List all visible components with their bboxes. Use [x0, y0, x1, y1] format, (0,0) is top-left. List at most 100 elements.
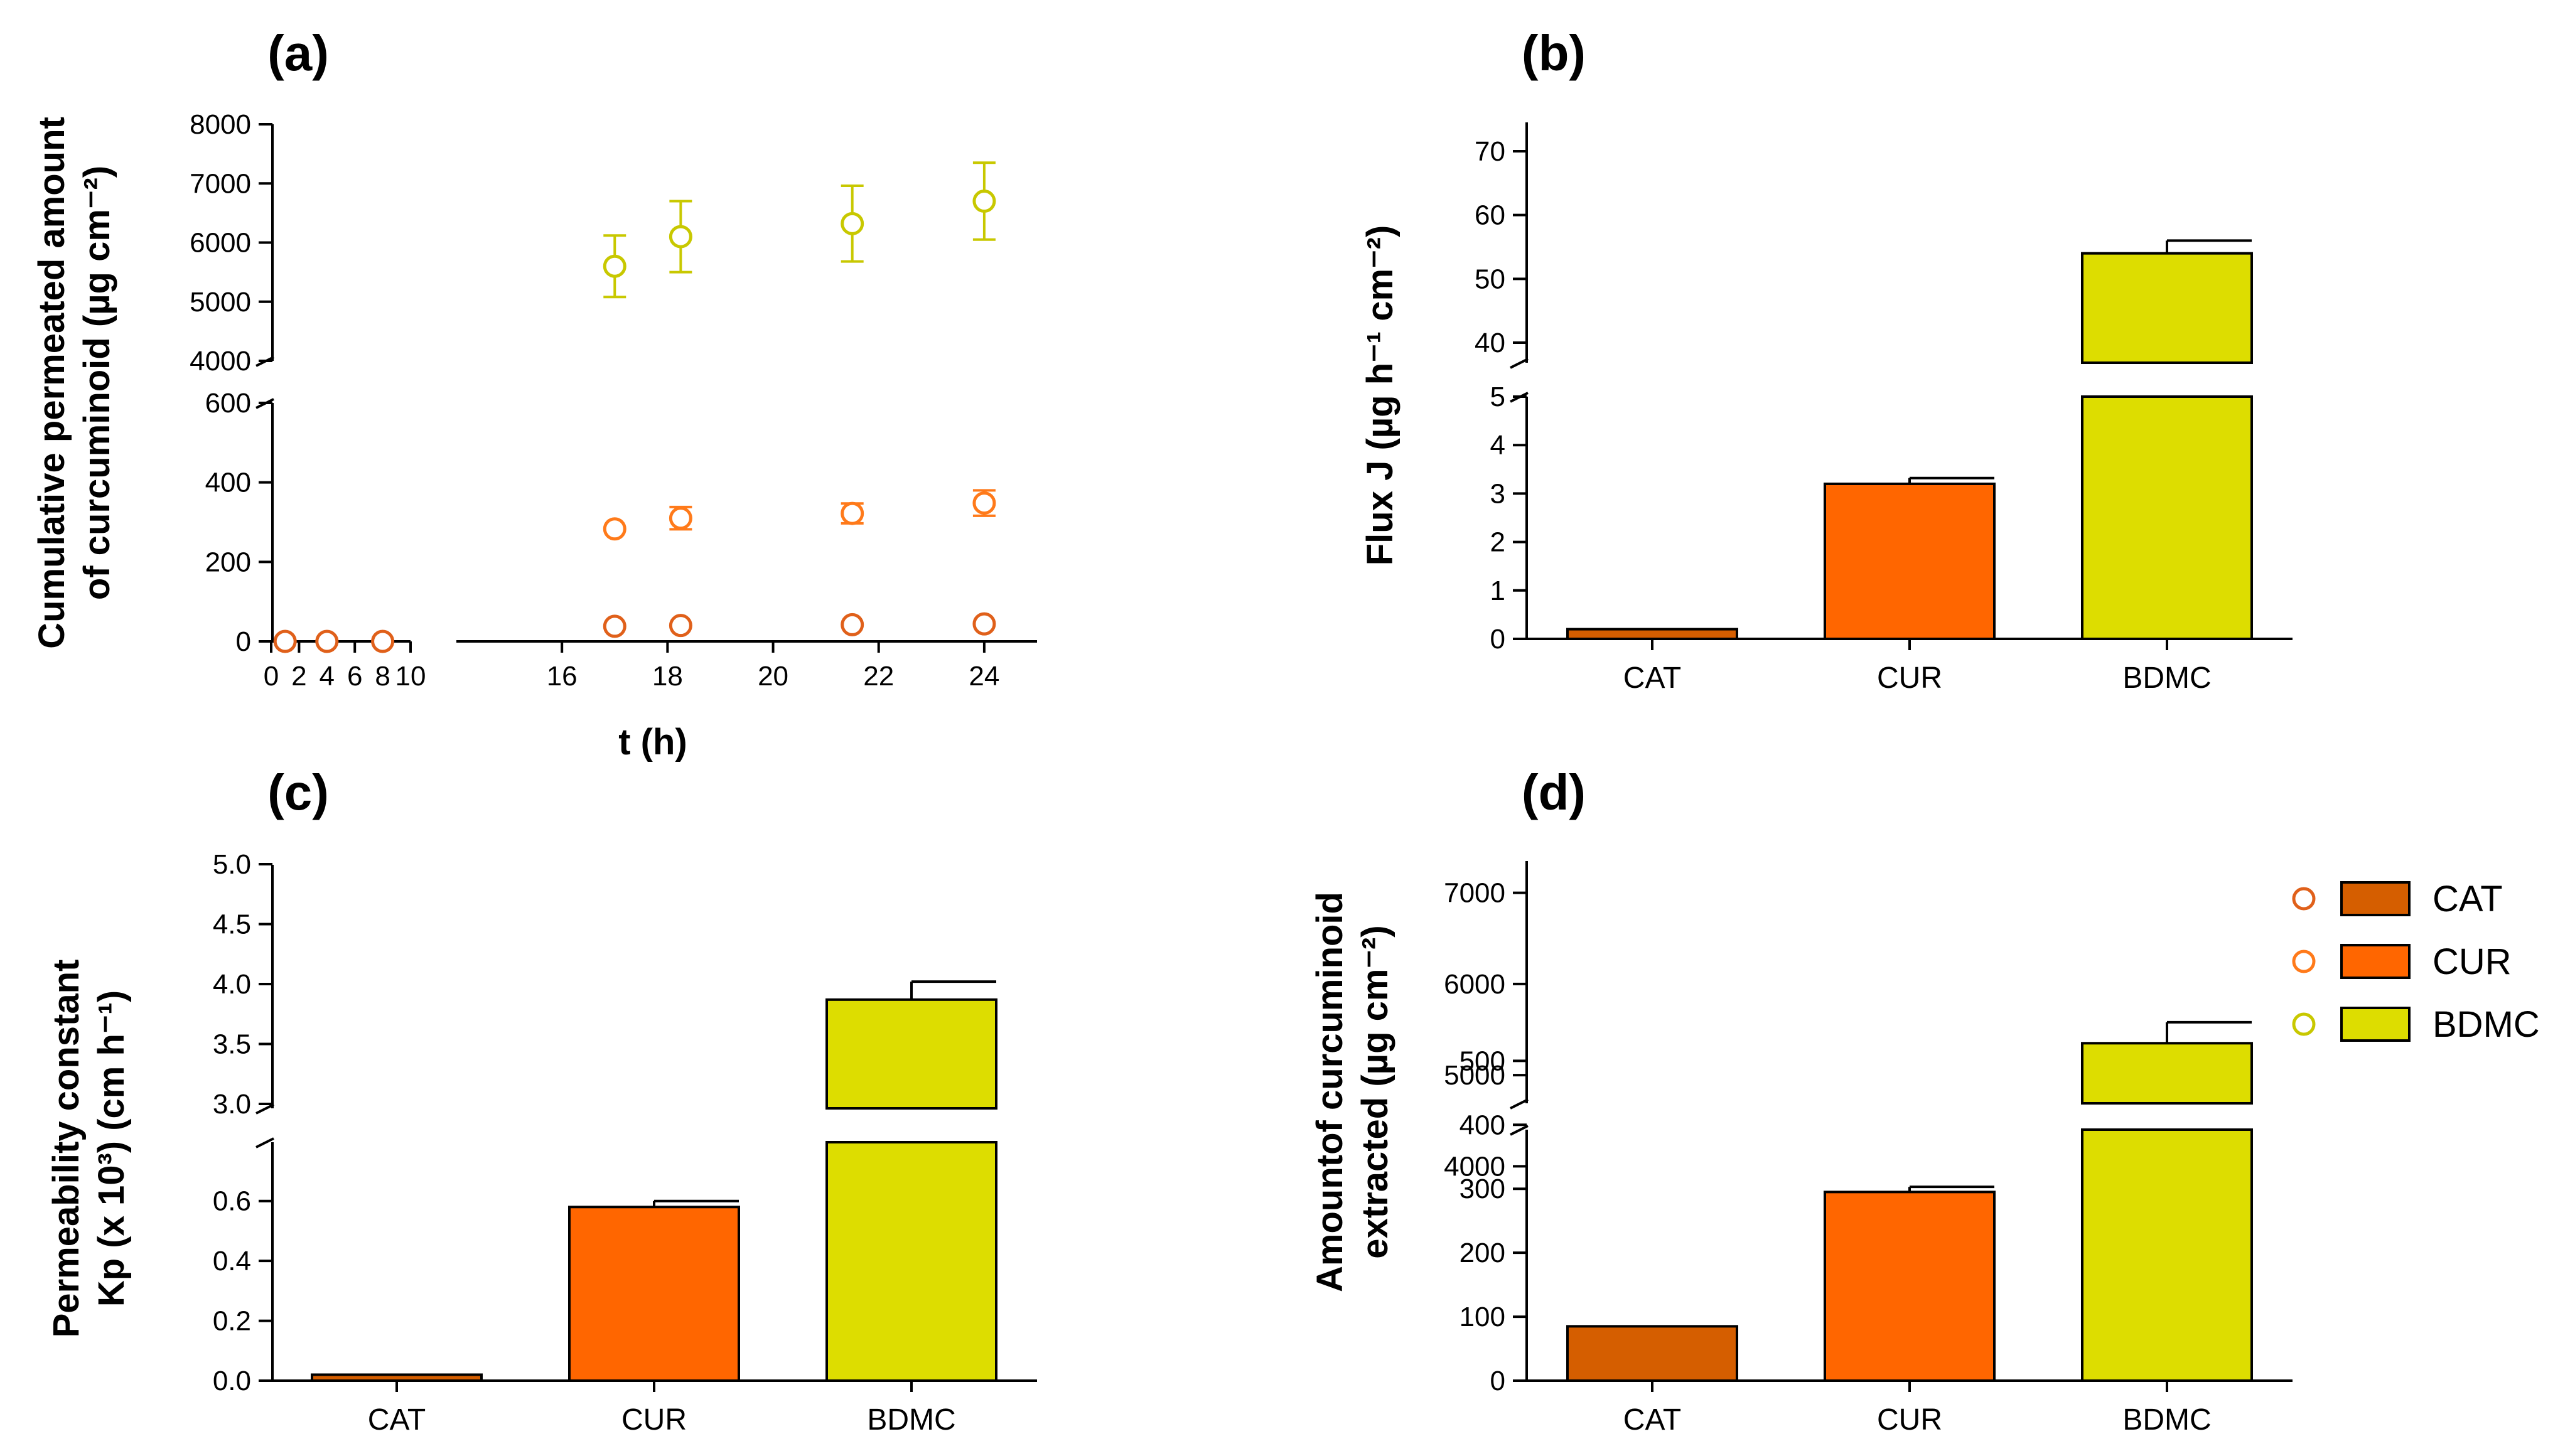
c-y-axis-label: Permeability constant Kp (x 10³) (cm h⁻¹) [46, 960, 132, 1338]
c-yhigh-tick-label: 5.0 [213, 849, 251, 880]
legend-label-BDMC: BDMC [2433, 1004, 2540, 1045]
a-x-tick-label: 24 [969, 661, 999, 692]
d-ylow-tick-label: 400 [1460, 1110, 1505, 1140]
x-category-label-CAT: CAT [1623, 661, 1681, 695]
b-ylow-tick-label: 2 [1490, 527, 1505, 558]
d-y-axis-label-line: Amountof curcuminoid [1309, 892, 1350, 1292]
bar-BDMC-upper [2081, 1042, 2253, 1105]
bar-CAT [1566, 1325, 1738, 1383]
d-ylow-tick-label: 0 [1490, 1366, 1505, 1396]
data-point-CAT [841, 613, 864, 636]
d-y-axis-label: Amountof curcuminoid extracted (µg cm⁻²) [1309, 892, 1395, 1292]
d-yhigh-tick-label: 6000 [1444, 969, 1505, 1000]
panel-label-a: (a) [267, 25, 329, 81]
a-x-tick-label: 16 [547, 661, 578, 692]
b-yhigh-tick-label: 40 [1475, 328, 1505, 358]
a-yhigh-tick-label: 7000 [190, 168, 251, 199]
bar-BDMC-upper [825, 998, 997, 1110]
legend-swatch-CUR [2340, 944, 2411, 979]
data-point-CAT [669, 614, 692, 638]
x-category-label-CUR: CUR [621, 1403, 687, 1437]
a-x-tick-label: 2 [291, 661, 306, 692]
b-ylow-tick-label: 0 [1490, 624, 1505, 655]
legend-label-CAT: CAT [2433, 879, 2503, 919]
x-category-label-CAT: CAT [1623, 1403, 1681, 1437]
a-x-tick-label: 8 [375, 661, 390, 692]
data-point-CUR [669, 506, 692, 530]
a-y-axis-break [255, 356, 274, 367]
b-ylow-tick-label: 1 [1490, 575, 1505, 606]
legend-marker-CAT [2292, 887, 2316, 911]
data-point-CAT [972, 612, 996, 636]
x-category-label-CUR: CUR [1877, 1403, 1942, 1437]
b-y-axis-label: Flux J (µg h⁻¹ cm⁻²) [1360, 225, 1400, 566]
x-category-label-BDMC: BDMC [2122, 661, 2211, 695]
bar-BDMC-upper [2081, 252, 2253, 364]
bar-CUR [568, 1206, 740, 1383]
panel-label-b: (b) [1522, 25, 1586, 81]
a-y-axis-label: Cumulative permeated amount of curcuminoi… [31, 117, 117, 649]
a-x-tick-label: 4 [320, 661, 335, 692]
d-ylow-tick-label: 300 [1460, 1174, 1505, 1204]
b-ylow-tick-label: 3 [1490, 478, 1505, 509]
b-ylow-tick-label: 4 [1490, 430, 1505, 461]
x-category-label-BDMC: BDMC [2122, 1403, 2211, 1437]
x-category-label-CUR: CUR [1877, 661, 1942, 695]
a-ylow-tick-label: 400 [205, 468, 251, 498]
panel-label-c: (c) [267, 764, 329, 820]
data-point-CUR [972, 491, 996, 515]
d-ylow-tick-label: 200 [1460, 1238, 1505, 1268]
c-ylow-tick-label: 0.0 [213, 1366, 251, 1396]
b-y-axis-break [1510, 358, 1529, 369]
data-point-BDMC [669, 225, 692, 249]
d-y-axis-break [1510, 1098, 1529, 1110]
data-point-BDMC [603, 254, 626, 278]
bar-BDMC-lower [2081, 1128, 2253, 1382]
panel-label-d: (d) [1522, 764, 1586, 820]
b-ylow-tick-label: 5 [1490, 382, 1505, 412]
x-category-label-CAT: CAT [368, 1403, 426, 1437]
bar-CUR [1824, 1191, 1996, 1382]
d-ylow-tick-label: 100 [1460, 1302, 1505, 1332]
data-point-CAT [315, 629, 339, 653]
c-ylow-tick-label: 0.6 [213, 1186, 251, 1217]
c-yhigh-tick-label: 4.0 [213, 969, 251, 1000]
d-ylow-tick-label: 500 [1460, 1046, 1505, 1076]
c-yhigh-tick-label: 4.5 [213, 909, 251, 940]
b-yhigh-tick-label: 70 [1475, 136, 1505, 167]
legend-swatch-CAT [2340, 881, 2411, 916]
b-y-axis-label-line: Flux J (µg h⁻¹ cm⁻²) [1360, 225, 1400, 566]
legend-marker-BDMC [2292, 1012, 2316, 1036]
a-ylow-tick-label: 0 [236, 626, 251, 657]
a-y-axis-label-line: of curcuminoid (µg cm⁻²) [77, 166, 117, 600]
legend-marker-CUR [2292, 950, 2316, 973]
c-y-axis-label-line: Kp (x 10³) (cm h⁻¹) [91, 990, 132, 1307]
data-point-CAT [273, 629, 297, 653]
bar-BDMC-lower [825, 1141, 997, 1382]
a-x-tick-label: 20 [758, 661, 788, 692]
d-yhigh-tick-label: 4000 [1444, 1151, 1505, 1182]
data-point-CAT [371, 629, 395, 653]
legend-swatch-BDMC [2340, 1007, 2411, 1042]
data-point-CUR [841, 501, 864, 525]
b-yhigh-tick-label: 50 [1475, 264, 1505, 294]
bar-CUR [1824, 482, 1996, 641]
c-ylow-tick-label: 0.2 [213, 1306, 251, 1337]
a-y-axis-break [255, 398, 274, 409]
c-y-axis-break [255, 1103, 274, 1115]
bar-BDMC-lower [2081, 395, 2253, 640]
d-y-axis-label-line: extracted (µg cm⁻²) [1355, 925, 1395, 1258]
d-yhigh-tick-label: 7000 [1444, 878, 1505, 909]
data-point-CAT [603, 614, 626, 638]
d-yhigh-tick-label: 5000 [1444, 1060, 1505, 1091]
c-ylow-tick-label: 0.4 [213, 1246, 251, 1277]
a-x-tick-label: 6 [347, 661, 362, 692]
a-ylow-tick-label: 200 [205, 547, 251, 577]
x-category-label-BDMC: BDMC [867, 1403, 955, 1437]
data-point-BDMC [841, 211, 864, 235]
b-y-axis-break [1510, 392, 1529, 403]
d-y-axis-break [1510, 1125, 1529, 1136]
c-y-axis-break [255, 1137, 274, 1148]
